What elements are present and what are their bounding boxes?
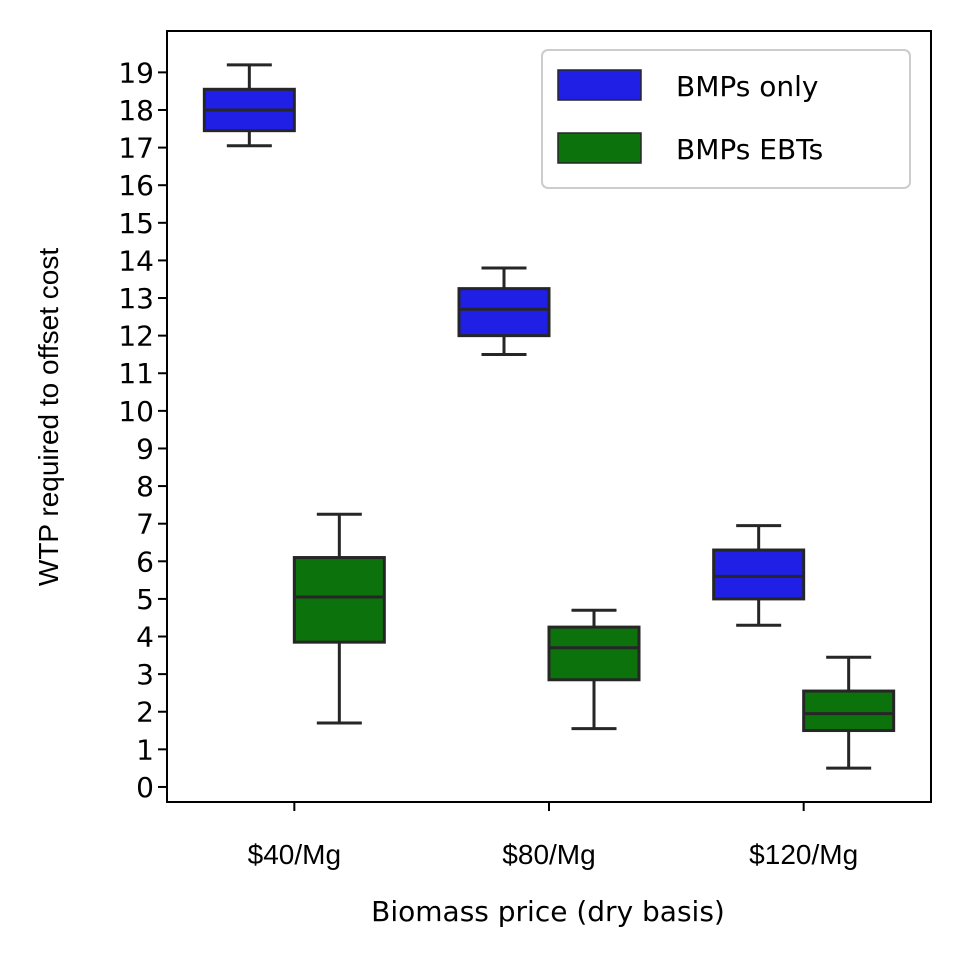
x-tick-label: $120/Mg bbox=[749, 839, 858, 870]
y-tick-label: 14 bbox=[118, 244, 154, 277]
legend-label: BMPs EBTs bbox=[676, 133, 823, 166]
box-bmps-only bbox=[202, 63, 296, 148]
legend-label: BMPs only bbox=[676, 70, 818, 103]
x-axis-title: Biomass price (dry basis) bbox=[371, 895, 725, 928]
y-tick-label: 3 bbox=[136, 658, 154, 691]
y-tick-label: 2 bbox=[136, 696, 154, 729]
y-tick-label: 13 bbox=[118, 282, 154, 315]
y-tick-label: 0 bbox=[136, 771, 154, 804]
box-bmps-ebts bbox=[292, 512, 386, 725]
box-iqr bbox=[547, 625, 641, 682]
legend-swatch bbox=[557, 132, 642, 164]
y-tick-label: 16 bbox=[118, 169, 154, 202]
legend: BMPs only BMPs EBTs bbox=[541, 49, 911, 189]
box-iqr bbox=[292, 556, 386, 644]
box-iqr bbox=[802, 689, 896, 733]
y-tick-label: 9 bbox=[136, 432, 154, 465]
box-iqr bbox=[457, 287, 551, 338]
y-tick-label: 4 bbox=[136, 621, 154, 654]
y-tick-label: 11 bbox=[118, 357, 154, 390]
y-tick-label: 18 bbox=[118, 94, 154, 127]
y-tick-label: 8 bbox=[136, 470, 154, 503]
y-tick-label: 19 bbox=[118, 56, 154, 89]
y-tick-label: 12 bbox=[118, 320, 154, 353]
y-tick-label: 5 bbox=[136, 583, 154, 616]
box-bmps-only bbox=[712, 524, 806, 627]
y-tick-label: 1 bbox=[136, 733, 154, 766]
y-tick-label: 10 bbox=[118, 395, 154, 428]
plot-area bbox=[166, 30, 932, 803]
box-bmps-ebts bbox=[547, 608, 641, 731]
box-bmps-ebts bbox=[802, 655, 896, 770]
y-tick-label: 17 bbox=[118, 132, 154, 165]
box-iqr bbox=[712, 548, 806, 601]
y-tick-label: 7 bbox=[136, 508, 154, 541]
x-tick-label: $40/Mg bbox=[248, 839, 341, 870]
x-axis: $40/Mg $80/Mg $120/Mg bbox=[248, 802, 858, 870]
legend-swatch bbox=[557, 69, 642, 101]
y-axis-title: WTP required to offset cost bbox=[33, 248, 64, 586]
y-tick-label: 6 bbox=[136, 545, 154, 578]
x-tick-label: $80/Mg bbox=[502, 839, 595, 870]
y-tick-label: 15 bbox=[118, 207, 154, 240]
box-bmps-only bbox=[457, 266, 551, 356]
